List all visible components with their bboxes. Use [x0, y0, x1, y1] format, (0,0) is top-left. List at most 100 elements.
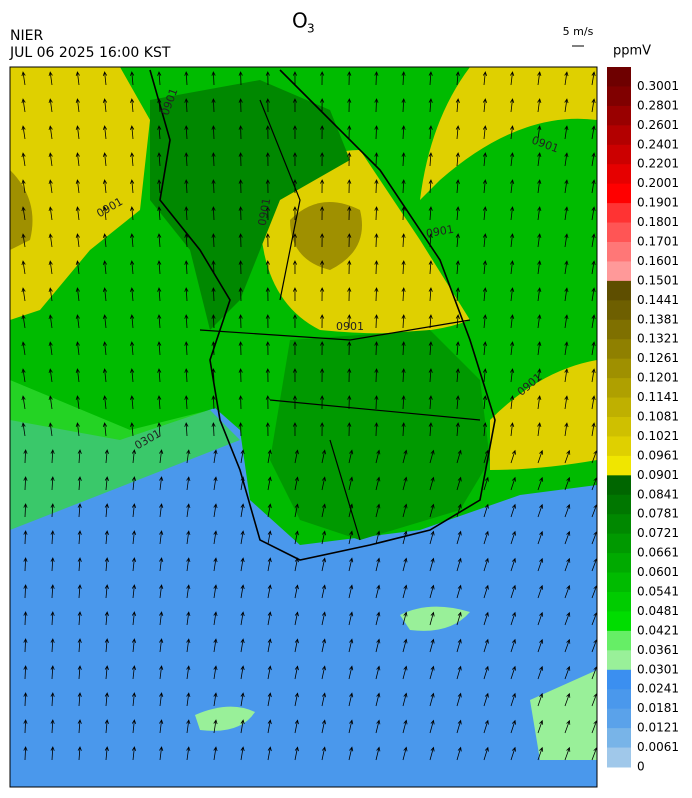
- wind-arrow: [240, 719, 245, 734]
- wind-arrow: [375, 692, 381, 707]
- colorbar-band: [607, 203, 631, 224]
- colorbar-band: [607, 339, 631, 360]
- wind-arrow: [428, 422, 433, 437]
- wind-arrow: [211, 152, 216, 167]
- wind-arrow: [483, 746, 489, 761]
- wind-arrow: [537, 314, 542, 329]
- colorbar-label: 0.1141: [637, 390, 679, 404]
- wind-arrow: [238, 71, 243, 86]
- wind-arrow: [483, 692, 489, 707]
- colorbar-band: [607, 494, 631, 515]
- wind-arrow: [104, 638, 109, 653]
- wind-arrow: [320, 341, 325, 356]
- wind-arrow: [238, 125, 243, 140]
- wind-arrow: [428, 260, 433, 275]
- island: [400, 606, 470, 631]
- wind-arrow: [75, 179, 80, 194]
- colorbar-label: 0.0361: [637, 643, 679, 657]
- wind-arrow: [483, 503, 489, 518]
- wind-arrow: [401, 125, 406, 140]
- wind-arrow: [238, 341, 243, 356]
- wind-arrow: [564, 287, 569, 302]
- wind-arrow: [347, 98, 352, 113]
- wind-arrow: [347, 152, 352, 167]
- wind-arrow: [401, 179, 406, 194]
- colorbar-label: 0.2601: [637, 118, 679, 132]
- wind-arrow: [374, 98, 379, 113]
- wind-arrow: [240, 638, 245, 653]
- title: O: [292, 9, 308, 33]
- colorbar-label: 0.0901: [637, 468, 679, 482]
- wind-arrow: [130, 287, 135, 302]
- wind-arrow: [456, 719, 462, 734]
- wind-arrow: [455, 98, 460, 113]
- wind-arrow: [159, 638, 164, 653]
- wind-arrow: [213, 746, 218, 761]
- wind-arrow: [294, 719, 299, 734]
- colorbar-band: [607, 280, 631, 301]
- colorbar-band: [607, 300, 631, 321]
- wind-arrow: [48, 314, 53, 329]
- wind-arrow: [211, 71, 216, 86]
- wind-arrow: [374, 260, 379, 275]
- wind-arrow: [102, 422, 108, 437]
- wind-arrow: [320, 71, 325, 86]
- wind-arrow: [429, 449, 435, 464]
- wind-arrow: [456, 692, 462, 707]
- wind-arrow: [429, 557, 435, 572]
- wind-arrow: [347, 368, 352, 383]
- wind-arrow: [184, 125, 189, 140]
- wind-arrow: [159, 665, 164, 680]
- wind-arrow: [429, 530, 435, 545]
- wind-arrow: [564, 260, 569, 275]
- wind-arrow: [77, 476, 82, 491]
- wind-arrow: [564, 179, 569, 194]
- wind-arrow: [292, 287, 298, 302]
- wind-arrow: [265, 260, 270, 275]
- wind-arrow: [292, 368, 298, 383]
- wind-arrow: [374, 233, 379, 248]
- wind-arrow: [238, 233, 243, 248]
- wind-arrow: [375, 746, 381, 761]
- wind-arrow: [75, 422, 80, 437]
- wind-arrow: [537, 665, 544, 680]
- wind-arrow: [537, 179, 542, 194]
- wind-arrow: [347, 260, 352, 275]
- wind-arrow: [159, 719, 164, 734]
- wind-arrow: [374, 287, 379, 302]
- wind-arrow: [240, 584, 245, 599]
- wind-arrow: [428, 152, 433, 167]
- wind-arrow: [455, 260, 460, 275]
- wind-arrow: [186, 530, 191, 545]
- colorbar-label: 0.0121: [637, 721, 679, 735]
- wind-arrow: [455, 179, 460, 194]
- wind-arrow: [402, 584, 408, 599]
- wind-arrow: [564, 125, 569, 140]
- wind-arrow: [265, 206, 270, 221]
- contour-label: 0901: [425, 223, 455, 241]
- wind-arrow: [375, 719, 381, 734]
- wind-arrow: [240, 692, 245, 707]
- wind-arrow: [564, 422, 569, 437]
- colorbar-label: 0.0781: [637, 507, 679, 521]
- wind-arrow: [50, 611, 55, 626]
- wind-arrow: [267, 638, 272, 653]
- wind-arrow: [267, 530, 272, 545]
- wind-arrow: [294, 584, 299, 599]
- wind-arrow: [510, 584, 516, 599]
- wind-arrow: [265, 368, 270, 383]
- wind-arrow: [130, 368, 135, 383]
- wind-arrow: [510, 476, 516, 491]
- wind-arrow: [238, 206, 243, 221]
- wind-arrow: [265, 98, 270, 113]
- wind-arrow: [591, 125, 596, 140]
- wind-arrow: [321, 476, 327, 491]
- wind-arrow: [537, 422, 542, 437]
- wind-arrow: [75, 206, 80, 221]
- wind-arrow: [130, 152, 135, 167]
- colorbar-band: [607, 397, 631, 418]
- wind-arrow: [131, 503, 137, 518]
- wind-arrow: [213, 692, 218, 707]
- wind-arrow: [292, 341, 298, 356]
